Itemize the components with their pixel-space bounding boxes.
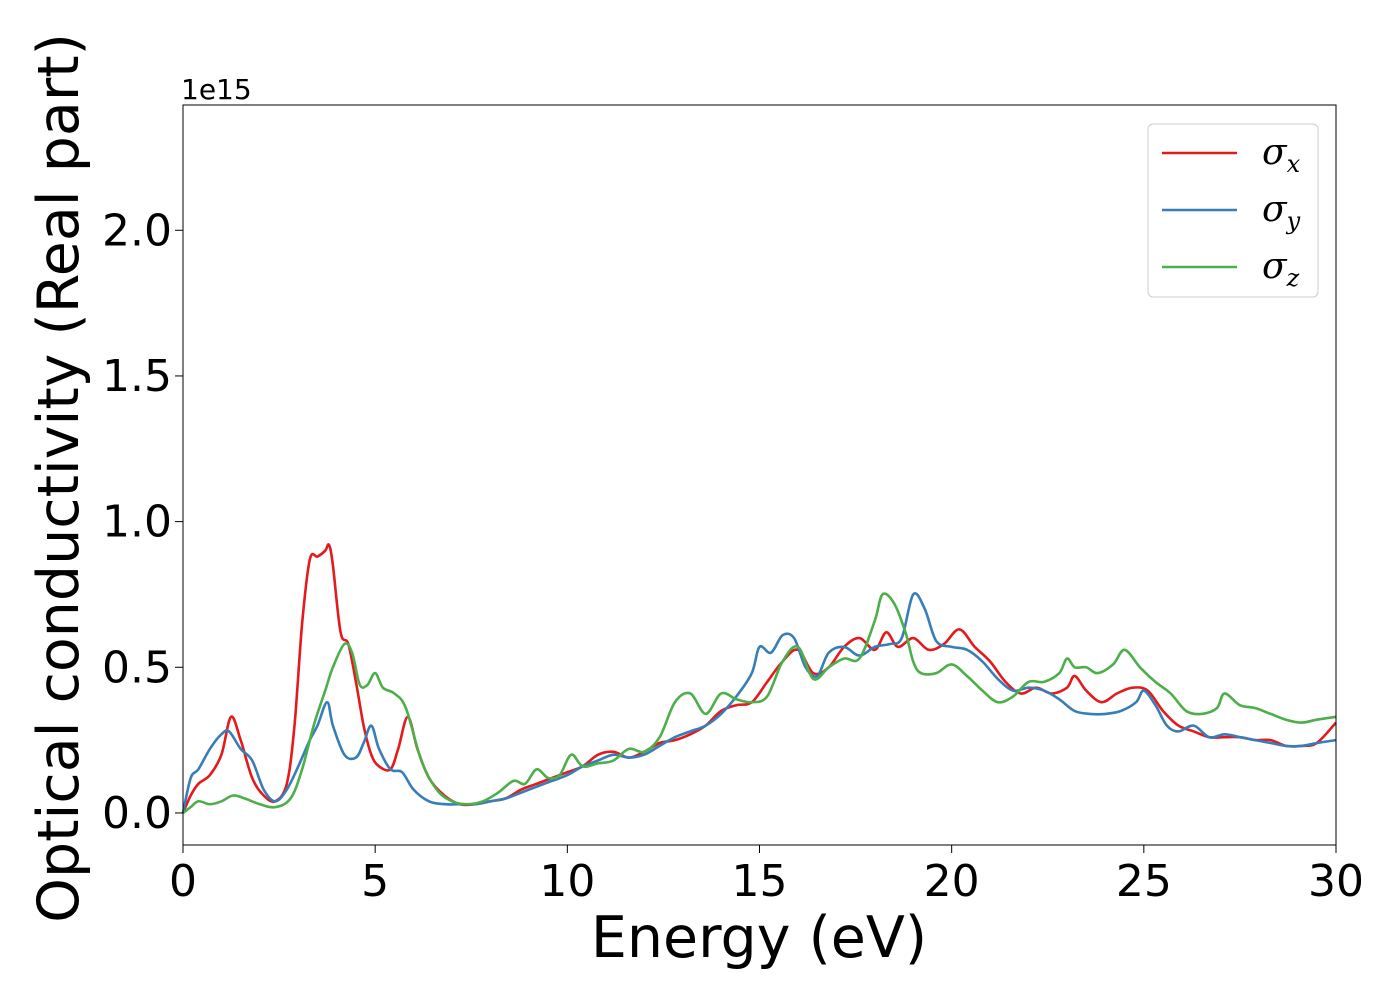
x-tick-label: 20: [924, 856, 980, 907]
y-tick-label: 1.5: [102, 351, 172, 402]
x-tick-label: 5: [361, 856, 389, 907]
legend-label-y: σy: [1262, 189, 1301, 235]
y-tick-label: 2.0: [102, 205, 172, 256]
legend: σx σy σz: [1147, 123, 1319, 298]
y-offset-label: 1e15: [181, 73, 252, 106]
y-tick-label: 0.0: [102, 788, 172, 839]
plot-background: [183, 105, 1336, 845]
series-line-x: [181, 543, 1337, 814]
legend-label-z: σz: [1262, 246, 1300, 292]
legend-label-x: σx: [1262, 132, 1301, 178]
x-tick-label: 30: [1308, 856, 1364, 907]
x-tick-label: 0: [169, 856, 197, 907]
y-tick-label: 1.0: [102, 497, 172, 548]
series-line-z: [182, 592, 1337, 815]
x-tick-label: 10: [539, 856, 595, 907]
ticks-layer: 0 5 10 15 20 25 30 0.0 0.5 1.0 1.5 2.0: [102, 205, 1364, 907]
x-axis-label: Energy (eV): [591, 905, 927, 971]
series-layer: [181, 543, 1337, 815]
y-tick-label: 0.5: [102, 642, 172, 693]
plot-frame: [182, 104, 1337, 846]
y-axis-label: Optical conductivity (Real part): [26, 33, 92, 923]
x-tick-label: 25: [1116, 856, 1172, 907]
x-tick-label: 15: [732, 856, 788, 907]
series-line-y: [181, 592, 1337, 814]
